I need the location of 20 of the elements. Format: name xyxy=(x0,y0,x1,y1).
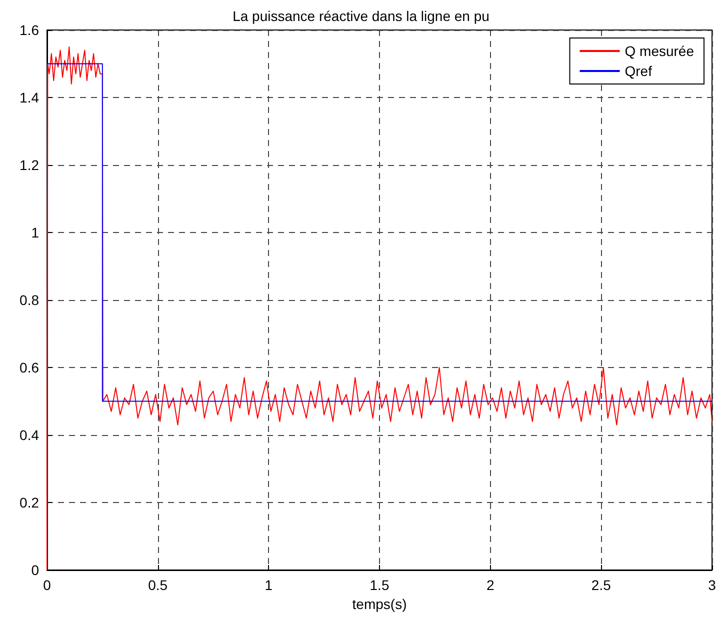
x-tick-label: 1 xyxy=(264,577,273,593)
chart-title: La puissance réactive dans la ligne en pu xyxy=(232,8,490,24)
y-tick-label: 0.4 xyxy=(20,427,40,443)
y-tick-label: 0.8 xyxy=(20,292,40,308)
legend-label: Qref xyxy=(624,63,652,79)
y-tick-label: 1.2 xyxy=(20,157,40,173)
x-tick-label: 0 xyxy=(43,577,52,593)
y-tick-label: 0.6 xyxy=(20,360,40,376)
x-tick-label: 1.5 xyxy=(370,577,390,593)
y-tick-label: 0.2 xyxy=(20,494,40,510)
y-tick-label: 1.4 xyxy=(20,90,40,106)
x-tick-label: 2 xyxy=(486,577,494,593)
x-tick-label: 3 xyxy=(708,577,716,593)
x-axis-title: temps(s) xyxy=(352,596,407,612)
x-tick-label: 0.5 xyxy=(148,577,168,593)
legend-label: Q mesurée xyxy=(624,43,694,59)
y-tick-label: 1.6 xyxy=(20,22,40,38)
y-tick-label: 0 xyxy=(31,562,40,578)
x-tick-label: 2.5 xyxy=(591,577,612,593)
y-tick-label: 1 xyxy=(31,224,40,240)
